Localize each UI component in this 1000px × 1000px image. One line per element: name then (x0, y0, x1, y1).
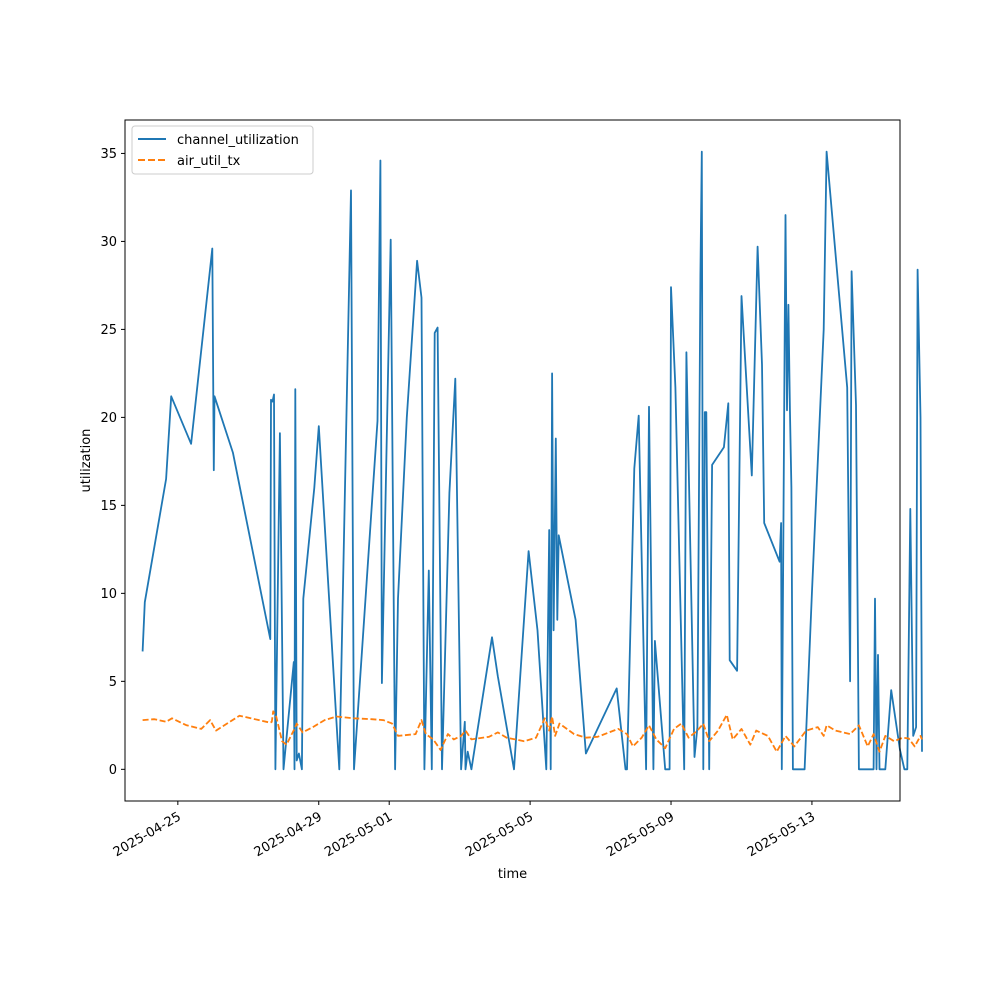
y-axis-ticks: 0 5 10 15 20 25 30 35 (100, 147, 125, 778)
y-tick-label: 0 (109, 763, 117, 778)
y-axis-label: utilization (79, 429, 94, 493)
legend: channel_utilization air_util_tx (131, 125, 314, 175)
y-tick-label: 15 (100, 499, 117, 514)
legend-box (131, 125, 314, 175)
y-tick-label: 5 (109, 675, 117, 690)
legend-label-air-util-tx: air_util_tx (177, 154, 241, 169)
plot-lines (141, 150, 923, 771)
y-tick-label: 25 (100, 323, 117, 338)
plot-frame (124, 119, 901, 802)
y-tick-label: 20 (100, 411, 117, 426)
x-axis-label: time (498, 867, 527, 882)
series-line-air-util-tx (142, 710, 923, 753)
series-line-channel-utilization (141, 150, 923, 771)
y-tick-label: 30 (100, 235, 117, 250)
y-tick-label: 35 (100, 147, 117, 162)
y-tick-label: 10 (100, 587, 117, 602)
legend-label-channel-utilization: channel_utilization (177, 133, 299, 148)
